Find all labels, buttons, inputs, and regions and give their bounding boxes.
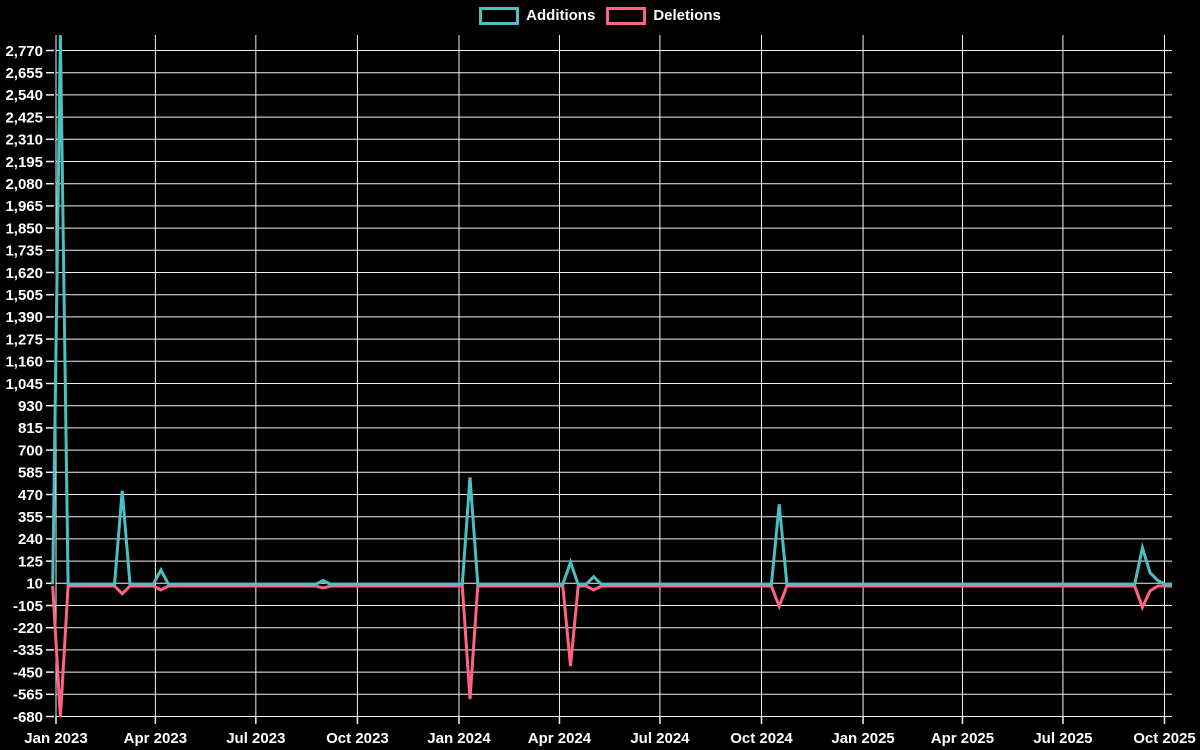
y-axis-tick-label: 1,275 bbox=[5, 331, 43, 348]
deletions-line bbox=[51, 584, 1172, 718]
y-axis-tick-label: 1,505 bbox=[5, 287, 43, 304]
y-axis-tick-label: 1,390 bbox=[5, 309, 43, 326]
x-axis-tick-label: Jul 2024 bbox=[630, 730, 690, 747]
y-axis-tick-label: 2,655 bbox=[5, 65, 43, 82]
x-axis-tick-label: Apr 2023 bbox=[124, 730, 187, 747]
y-axis-tick-label: 1,620 bbox=[5, 265, 43, 282]
deletions-swatch-icon bbox=[606, 7, 647, 25]
y-axis-tick-label: 585 bbox=[18, 465, 43, 482]
chart-legend: Additions Deletions bbox=[0, 7, 1200, 25]
y-axis-tick-label: 10 bbox=[26, 576, 43, 593]
x-axis-tick-label: Oct 2024 bbox=[730, 730, 793, 747]
x-axis-tick-label: Jan 2025 bbox=[831, 730, 894, 747]
legend-label-additions: Additions bbox=[526, 7, 596, 24]
y-axis-tick-label: 125 bbox=[18, 553, 43, 570]
y-axis-tick-label: -220 bbox=[13, 620, 43, 637]
y-axis-tick-label: 1,160 bbox=[5, 354, 43, 371]
y-axis-tick-label: -680 bbox=[13, 709, 43, 726]
y-axis-tick-label: 1,965 bbox=[5, 198, 43, 215]
x-axis-tick-label: Apr 2024 bbox=[528, 730, 592, 747]
additions-line bbox=[51, 35, 1172, 586]
y-axis-tick-label: 700 bbox=[18, 442, 43, 459]
x-axis-tick-label: Oct 2025 bbox=[1133, 730, 1196, 747]
y-axis-tick-label: 815 bbox=[18, 420, 43, 437]
y-axis-tick-label: 1,045 bbox=[5, 376, 43, 393]
x-axis-tick-label: Apr 2025 bbox=[931, 730, 994, 747]
y-axis-tick-label: 2,425 bbox=[5, 109, 43, 126]
y-axis-tick-label: 2,540 bbox=[5, 87, 43, 104]
legend-item-additions[interactable]: Additions bbox=[479, 7, 595, 25]
y-axis-tick-label: 1,850 bbox=[5, 220, 43, 237]
x-axis-tick-label: Jul 2025 bbox=[1033, 730, 1092, 747]
y-axis-tick-label: 470 bbox=[18, 487, 43, 504]
x-axis-tick-label: Jul 2023 bbox=[226, 730, 285, 747]
legend-item-deletions[interactable]: Deletions bbox=[606, 7, 721, 25]
y-axis-tick-label: 1,735 bbox=[5, 243, 43, 260]
x-axis-tick-label: Oct 2023 bbox=[326, 730, 389, 747]
x-axis-tick-label: Jan 2024 bbox=[427, 730, 491, 747]
y-axis-tick-label: 930 bbox=[18, 398, 43, 415]
y-axis-tick-label: -105 bbox=[13, 598, 43, 615]
y-axis-tick-label: 240 bbox=[18, 531, 43, 548]
y-axis-tick-label: 2,080 bbox=[5, 176, 43, 193]
y-axis-tick-label: 355 bbox=[18, 509, 43, 526]
additions-swatch-icon bbox=[479, 7, 520, 25]
y-axis-tick-label: 2,195 bbox=[5, 154, 43, 171]
y-axis-tick-label: 2,310 bbox=[5, 132, 43, 149]
legend-label-deletions: Deletions bbox=[653, 7, 721, 24]
y-axis-tick-label: -565 bbox=[13, 687, 43, 704]
x-axis-tick-label: Jan 2023 bbox=[24, 730, 87, 747]
y-axis-tick-label: -335 bbox=[13, 642, 43, 659]
y-axis-tick-label: -450 bbox=[13, 664, 43, 681]
y-axis-tick-label: 2,770 bbox=[5, 43, 43, 60]
